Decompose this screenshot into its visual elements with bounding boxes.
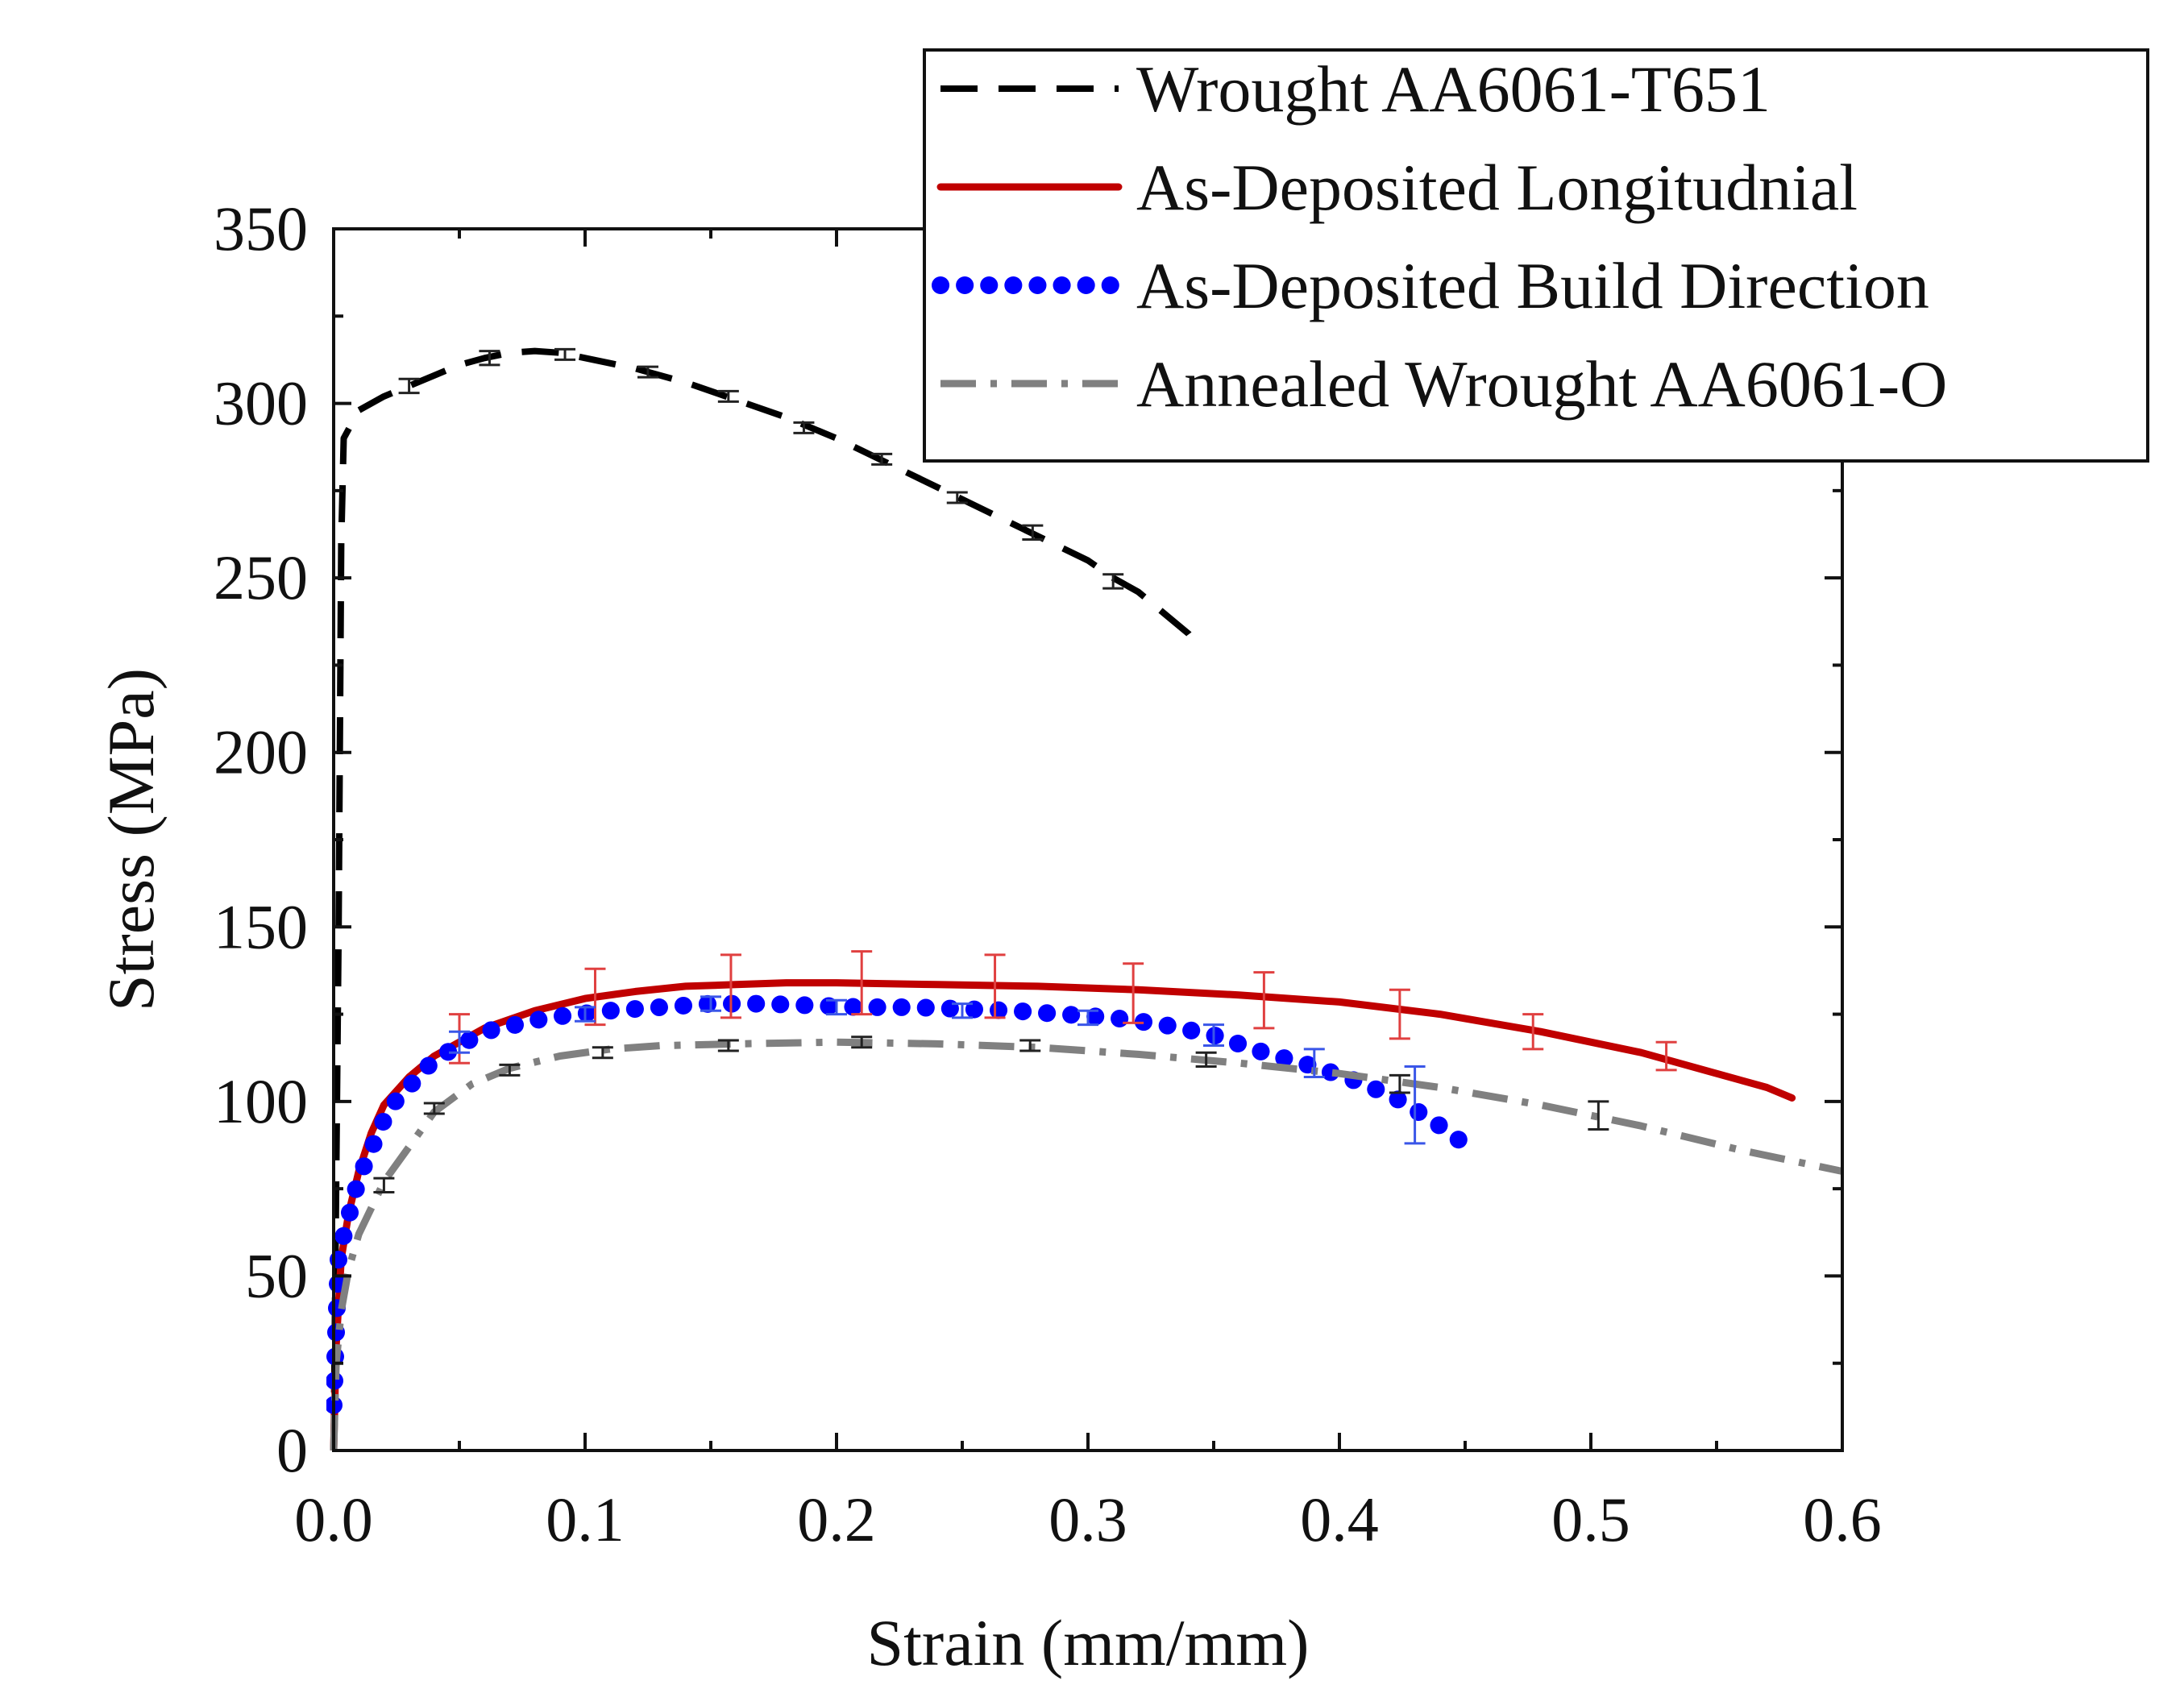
error-bar-1-10 bbox=[1102, 573, 1124, 590]
error-bar-4-7 bbox=[1019, 1039, 1041, 1052]
error-bar-3-4 bbox=[826, 998, 847, 1016]
legend-item-4: Annealed Wrought AA6061-O bbox=[940, 347, 1947, 421]
x-tick-label: 0.5 bbox=[1551, 1484, 1630, 1554]
error-bar-2-2 bbox=[584, 967, 606, 1027]
y-tick-label: 50 bbox=[245, 1240, 308, 1310]
legend-box bbox=[923, 48, 2149, 463]
legend: Wrought AA6061-T651 As-Deposited Longitud… bbox=[923, 48, 2149, 463]
error-bar-4-6 bbox=[851, 1035, 873, 1049]
x-tick-label: 0.2 bbox=[797, 1484, 876, 1554]
error-bar-3-1 bbox=[449, 1030, 470, 1054]
error-bar-1-4 bbox=[637, 365, 658, 379]
error-bar-4-1 bbox=[373, 1177, 395, 1193]
error-bar-2-5 bbox=[984, 953, 1006, 1019]
error-bar-4-5 bbox=[717, 1039, 739, 1052]
error-bar-3-8 bbox=[1303, 1048, 1325, 1079]
error-bar-1-3 bbox=[554, 347, 576, 361]
series-line-3 bbox=[326, 994, 1487, 1414]
error-bar-2-4 bbox=[851, 950, 873, 1016]
error-bar-4-9 bbox=[1389, 1073, 1410, 1094]
error-bar-2-3 bbox=[720, 953, 741, 1019]
error-bar-1-9 bbox=[1022, 524, 1044, 541]
error-bar-3-3 bbox=[700, 995, 721, 1012]
legend-label: As-Deposited Longitudnial bbox=[1136, 151, 1858, 224]
error-bar-4-4 bbox=[592, 1046, 613, 1060]
error-bar-1-6 bbox=[793, 421, 815, 434]
error-bar-1-7 bbox=[871, 452, 893, 466]
legend-label: Wrought AA6061-T651 bbox=[1136, 52, 1771, 126]
x-tick-label: 0.1 bbox=[546, 1484, 625, 1554]
y-tick-label: 350 bbox=[214, 193, 308, 264]
error-bar-4-10 bbox=[1588, 1100, 1609, 1131]
error-bar-3-6 bbox=[1077, 1009, 1098, 1027]
error-bar-1-8 bbox=[946, 491, 968, 504]
error-bar-3-9 bbox=[1404, 1065, 1426, 1145]
y-tick-label: 150 bbox=[214, 891, 308, 961]
y-tick-label: 300 bbox=[214, 368, 308, 438]
y-tick-label: 250 bbox=[214, 542, 308, 612]
error-bar-1-1 bbox=[398, 377, 420, 395]
x-tick-label: 0.6 bbox=[1803, 1484, 1882, 1554]
x-tick-label: 0.3 bbox=[1048, 1484, 1127, 1554]
x-tick-label: 0.0 bbox=[294, 1484, 373, 1554]
y-tick-label: 200 bbox=[214, 717, 308, 787]
error-bar-2-8 bbox=[1389, 988, 1410, 1040]
x-tick-label: 0.4 bbox=[1300, 1484, 1379, 1554]
legend-label: As-Deposited Build Direction bbox=[1136, 249, 1929, 322]
error-bar-1-5 bbox=[717, 389, 739, 403]
legend-item-2: As-Deposited Longitudnial bbox=[936, 151, 1858, 224]
error-bar-4-8 bbox=[1195, 1051, 1217, 1069]
legend-item-1: Wrought AA6061-T651 bbox=[940, 52, 1771, 126]
error-bar-3-7 bbox=[1203, 1023, 1224, 1048]
y-tick-label: 0 bbox=[276, 1415, 308, 1485]
error-bar-2-10 bbox=[1655, 1040, 1677, 1072]
y-tick-label: 100 bbox=[214, 1066, 308, 1136]
error-bar-2-6 bbox=[1123, 962, 1144, 1024]
error-bar-2-9 bbox=[1522, 1013, 1544, 1051]
error-bar-1-2 bbox=[479, 350, 500, 367]
error-bar-4-2 bbox=[423, 1102, 445, 1115]
y-axis-title: Stress (MPa) bbox=[94, 668, 168, 1011]
error-bar-3-5 bbox=[952, 1002, 973, 1019]
legend-item-3: As-Deposited Build Direction bbox=[932, 249, 1929, 322]
series-line-4 bbox=[330, 1038, 1841, 1451]
error-bar-3-2 bbox=[575, 1006, 596, 1023]
x-axis-title: Strain (mm/mm) bbox=[867, 1606, 1310, 1679]
error-bar-4-3 bbox=[499, 1063, 521, 1077]
series-line-1 bbox=[330, 347, 1204, 1451]
legend-label: Annealed Wrought AA6061-O bbox=[1136, 347, 1947, 421]
error-bar-2-7 bbox=[1253, 971, 1275, 1030]
